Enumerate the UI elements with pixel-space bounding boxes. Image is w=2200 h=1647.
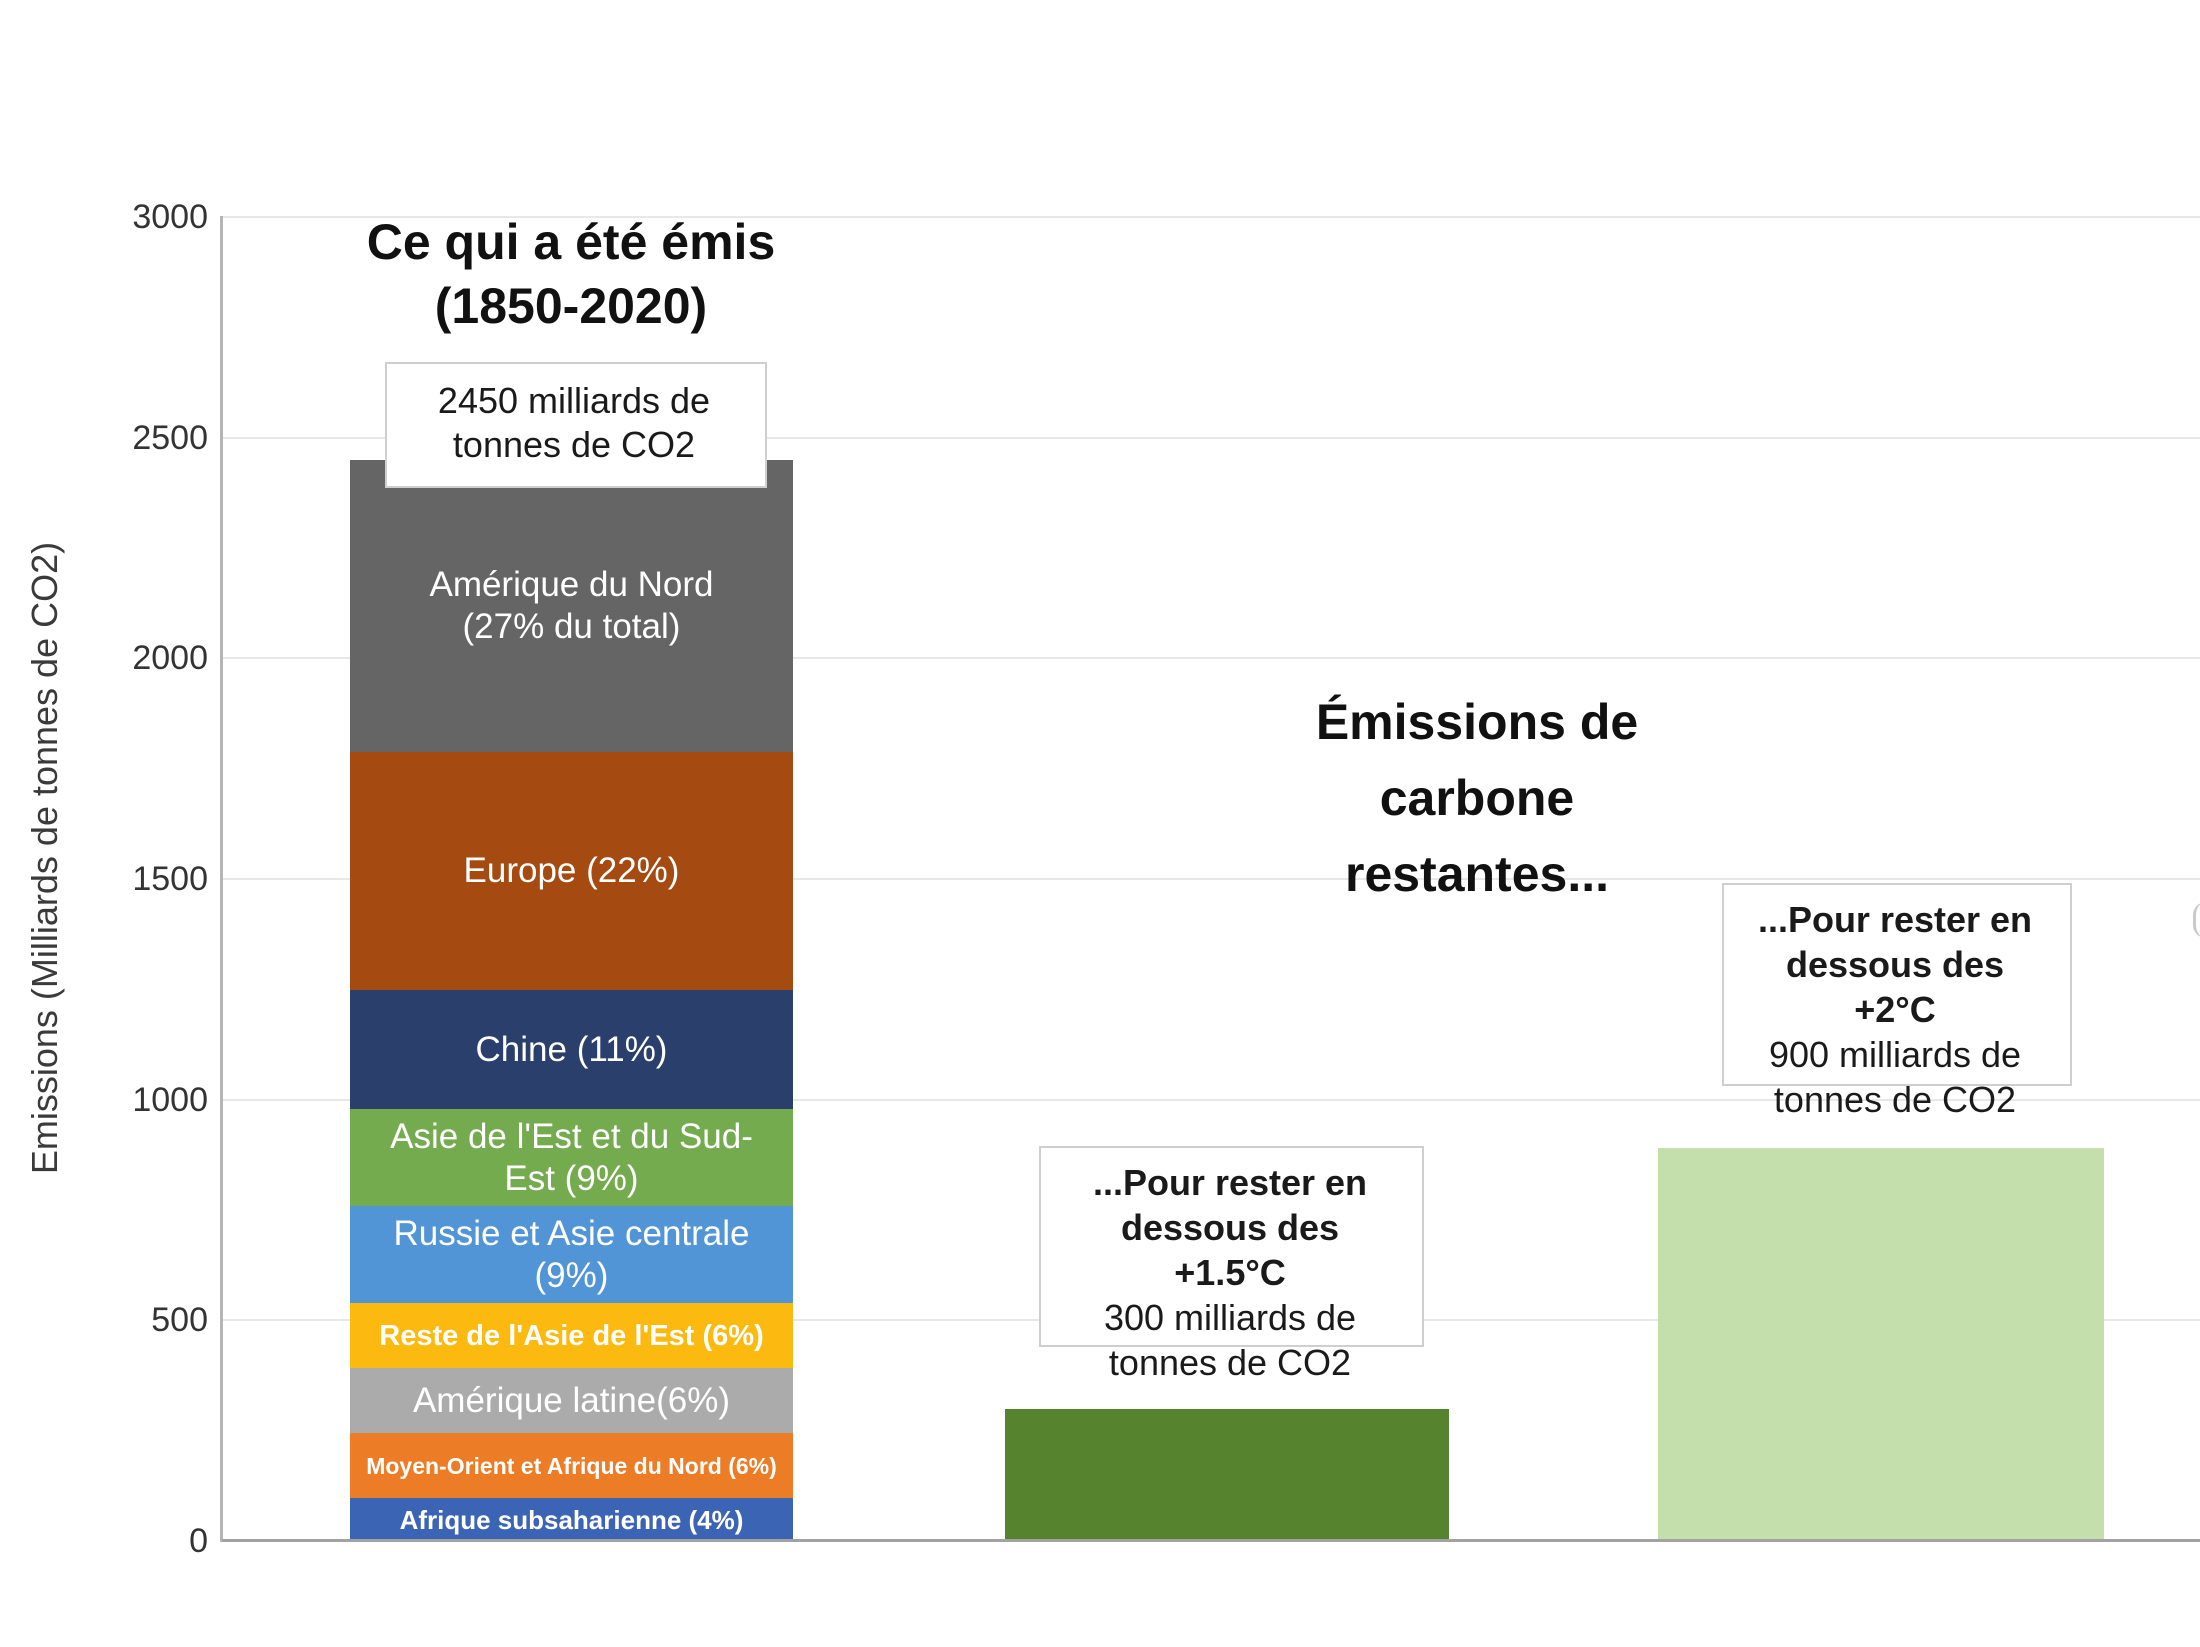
annotation-box-1p5c [1039,1146,1424,1347]
bar-budget-1p5c [1005,1409,1449,1541]
segment-label: Afrique subsaharienne (4%) [399,1504,744,1535]
bar-budget-2c [1658,1148,2104,1541]
gridline-2000 [222,657,2200,659]
segment-label: Amérique latine(6%) [412,1380,731,1420]
segment-russie-asie-centrale: Russie et Asie centrale (9%) [350,1206,793,1303]
segment-label: Russie et Asie centrale (9%) [393,1213,750,1295]
segment-chine: Chine (11%) [350,990,793,1109]
annotation-1p5c-title: ...Pour rester en dessous des +1.5°C [1092,1162,1368,1293]
annotation-2c-value: 900 milliards de tonnes de CO2 [1768,1034,2022,1120]
y-tick-label: 1500 [132,860,208,898]
gridline-3000 [222,216,2200,218]
y-axis-title: Emissions (Milliards de tonnes de CO2) [24,541,65,1175]
segment-label: Moyen-Orient et Afrique du Nord (6%) [366,1452,777,1479]
segment-label: Chine (11%) [475,1029,668,1069]
x-axis-baseline [222,1539,2200,1542]
gridline-1500 [222,878,2200,880]
center-title: Émissions de carbone restantes... [1315,694,1639,902]
left-bar-title: Ce qui a été émis (1850-2020) [366,214,776,334]
annotation-2c-title: ...Pour rester en dessous des +2°C [1757,899,2033,1030]
annotation-2c: ...Pour rester en dessous des +2°C 900 m… [1695,897,2095,1122]
annotation-total-emissions: 2450 milliards de tonnes de CO2 [385,362,763,484]
annotation-box-2c [1722,883,2072,1086]
segment-europe: Europe (22%) [350,752,793,990]
segment-asie-est-sud-est: Asie de l'Est et du Sud- Est (9%) [350,1109,793,1206]
segment-label: Asie de l'Est et du Sud- Est (9%) [390,1116,753,1198]
annotation-box-total [385,362,767,488]
y-tick-label: 1000 [132,1081,208,1119]
gridline-2500 [222,437,2200,439]
segment-label: Amérique du Nord (27% du total) [429,565,714,646]
annotation-total-text: 2450 milliards de tonnes de CO2 [437,380,711,465]
clipped-edge-fragment [2193,902,2200,938]
y-tick-label: 2000 [132,639,208,677]
segment-moyen-orient-afrique-nord: Moyen-Orient et Afrique du Nord (6%) [350,1433,793,1498]
segment-amerique-latine: Amérique latine(6%) [350,1368,793,1433]
segment-reste-asie-est: Reste de l'Asie de l'Est (6%) [350,1303,793,1368]
annotation-1p5c-value: 300 milliards de tonnes de CO2 [1103,1297,1357,1383]
stacked-bar-emissions: Amérique du Nord (27% du total) Europe (… [350,460,793,1541]
y-tick-label: 3000 [132,198,208,236]
segment-label: Europe (22%) [463,851,680,890]
gridline-1000 [222,1099,2200,1101]
segment-label: Reste de l'Asie de l'Est (6%) [379,1319,764,1352]
annotation-1p5c: ...Pour rester en dessous des +1.5°C 300… [1030,1160,1430,1385]
y-tick-label: 500 [151,1301,208,1339]
segment-amerique-du-nord: Amérique du Nord (27% du total) [350,460,793,752]
segment-afrique-subsaharienne: Afrique subsaharienne (4%) [350,1498,793,1541]
y-axis-line [220,216,223,1542]
y-tick-label: 0 [189,1522,208,1560]
y-tick-label: 2500 [132,419,208,457]
